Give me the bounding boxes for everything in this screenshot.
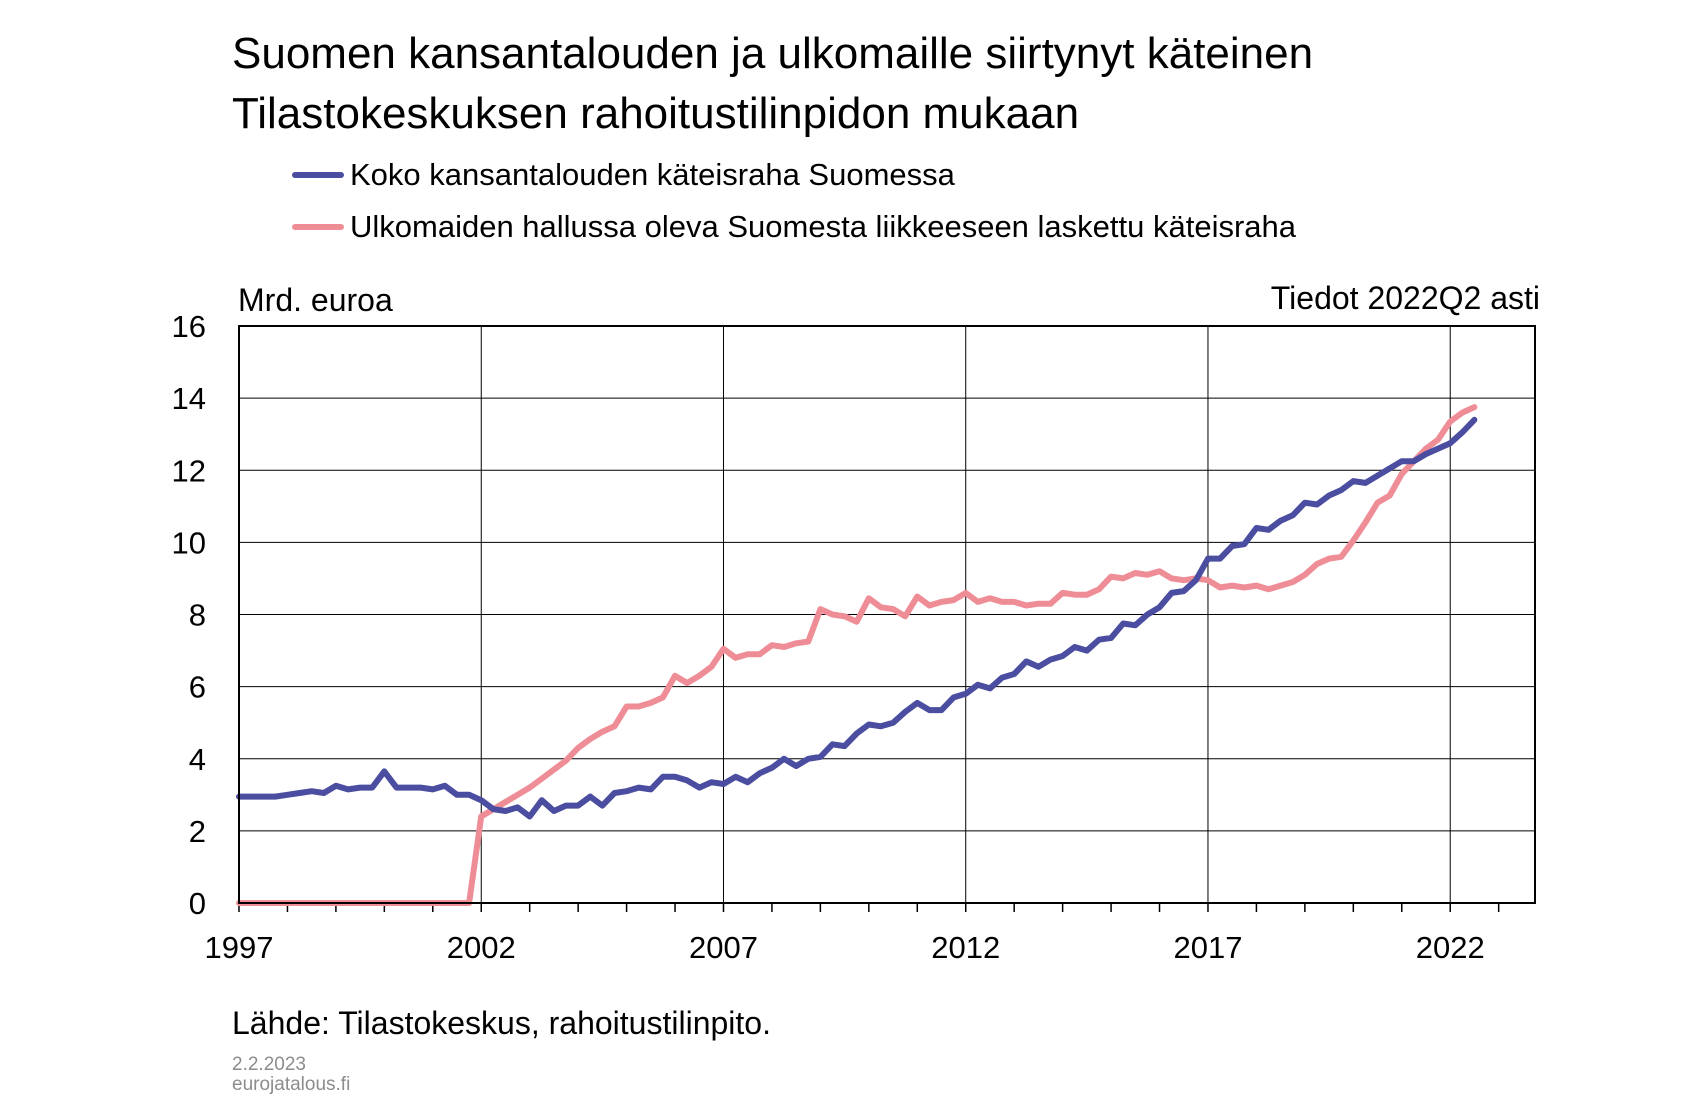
y-tick-label: 10 [172, 525, 206, 560]
y-tick-label: 12 [172, 453, 206, 488]
legend-entry-ulkomaat: Ulkomaiden hallussa oleva Suomesta liikk… [292, 207, 1296, 247]
site-name: eurojatalous.fi [232, 1074, 351, 1095]
x-tick-label: 2002 [447, 930, 516, 965]
y-tick-label: 16 [172, 309, 206, 344]
y-tick-label: 14 [172, 381, 206, 416]
y-tick-label: 0 [189, 886, 206, 921]
x-tick-label: 2007 [689, 930, 758, 965]
series-lines [236, 404, 1478, 906]
series-line-koko [236, 416, 1478, 820]
y-axis-ticks: 0 2 4 6 8 10 12 14 16 [172, 309, 206, 921]
y-tick-label: 8 [189, 598, 206, 633]
legend-swatch-ulkomaat [292, 224, 344, 230]
source-note: Lähde: Tilastokeskus, rahoitustilinpito. [232, 1005, 771, 1041]
legend-entry-koko: Koko kansantalouden käteisraha Suomessa [292, 155, 955, 195]
x-tick-label: 1997 [205, 930, 274, 965]
chart-title: Suomen kansantalouden ja ulkomaille siir… [232, 29, 1314, 78]
x-tick-label: 2017 [1173, 930, 1242, 965]
legend-swatch-koko [292, 172, 344, 178]
x-tick-label: 2022 [1416, 930, 1485, 965]
x-axis-ticks: 1997 2002 2007 2012 2017 2022 [205, 903, 1500, 965]
chart-subtitle: Tilastokeskuksen rahoitustilinpidon muka… [232, 89, 1080, 138]
y-tick-label: 6 [189, 670, 206, 705]
plot-frame [238, 325, 1536, 904]
legend-label-koko: Koko kansantalouden käteisraha Suomessa [350, 157, 955, 192]
y-tick-label: 4 [189, 742, 206, 777]
publish-date: 2.2.2023 [232, 1054, 306, 1075]
series-line-ulkomaat [236, 404, 1478, 906]
gridlines [239, 326, 1535, 903]
x-tick-label: 2012 [931, 930, 1000, 965]
legend-label-ulkomaat: Ulkomaiden hallussa oleva Suomesta liikk… [350, 209, 1297, 244]
y-axis-unit-label: Mrd. euroa [238, 282, 393, 318]
data-until-label: Tiedot 2022Q2 asti [1270, 280, 1540, 316]
y-tick-label: 2 [189, 814, 206, 849]
